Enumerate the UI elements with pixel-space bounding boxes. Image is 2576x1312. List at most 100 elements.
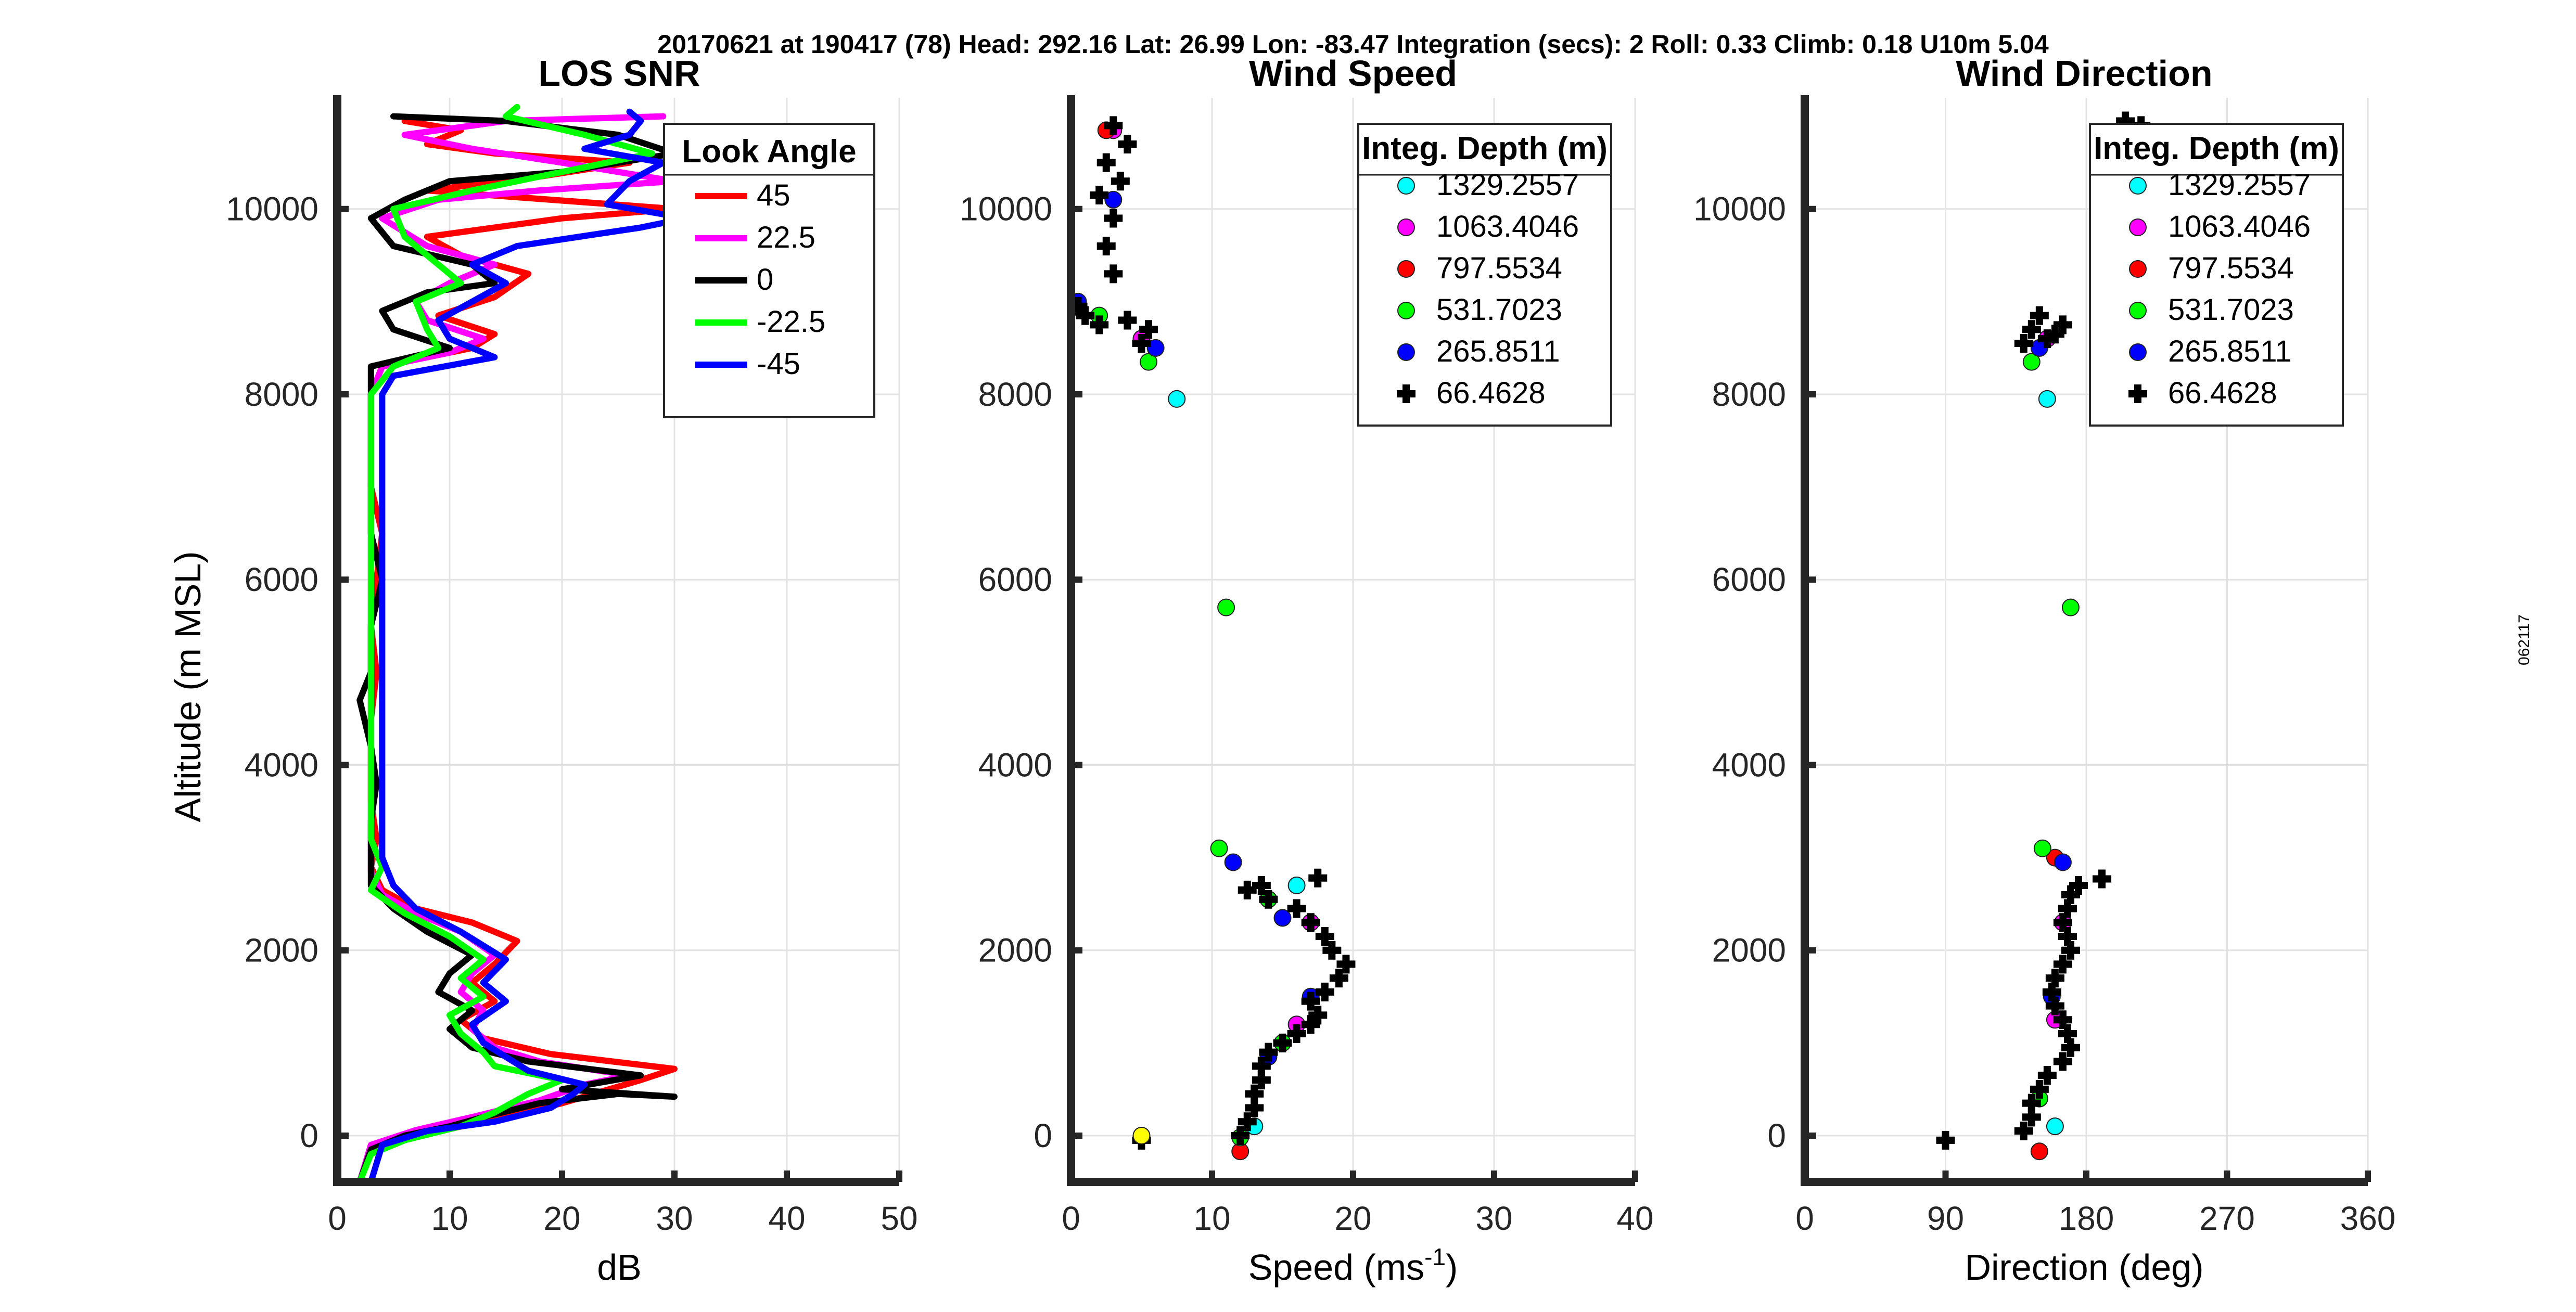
speed-legend-swatch	[1397, 218, 1415, 236]
direction-point	[2038, 390, 2056, 408]
direction-legend-label: 1329.2557	[2168, 168, 2311, 202]
speed-xlabel-sup: -1	[1424, 1243, 1446, 1270]
direction-legend-swatch	[2129, 343, 2147, 361]
speed-point	[1132, 1126, 1151, 1144]
direction-point	[2061, 598, 2080, 616]
speed-legend-label: 66.4628	[1436, 376, 1546, 410]
speed-point-plus	[1252, 876, 1271, 895]
direction-title: Wind Direction	[1956, 53, 2212, 94]
direction-xtick-label: 270	[2199, 1200, 2255, 1237]
direction-point-plus	[2045, 969, 2064, 988]
speed-legend-swatch	[1397, 302, 1415, 319]
speed-legend-swatch	[1397, 260, 1415, 278]
speed-point	[1140, 353, 1158, 371]
snr-xtick-label: 20	[543, 1200, 580, 1237]
speed-point-plus	[1287, 1024, 1306, 1044]
direction-legend-swatch	[2129, 218, 2147, 236]
speed-point	[1146, 339, 1165, 357]
speed-title: Wind Speed	[1249, 53, 1457, 94]
snr-xtick-label: 30	[656, 1200, 693, 1237]
direction-legend-title: Integ. Depth (m)	[2094, 131, 2339, 166]
direction-point-plus	[1936, 1130, 1955, 1150]
direction-legend-swatch	[2129, 177, 2147, 195]
speed-point	[1273, 909, 1292, 927]
direction-ytick-label: 0	[1767, 1117, 1786, 1154]
direction-legend: Integ. Depth (m)1329.2557 1063.4046 797.55…	[2089, 123, 2344, 427]
direction-point-plus	[2058, 927, 2077, 946]
snr-series-line	[356, 104, 655, 1185]
direction-xtick-label: 90	[1927, 1200, 1964, 1237]
speed-legend-label: 265.8511	[1436, 335, 1560, 368]
speed-point-plus	[1118, 311, 1137, 330]
direction-point	[2046, 1117, 2064, 1136]
snr-legend-label: 22.5	[757, 221, 815, 254]
direction-point-plus	[2053, 1010, 2072, 1030]
speed-point-plus	[1245, 1084, 1264, 1103]
direction-point	[2022, 353, 2041, 371]
speed-point	[1210, 839, 1228, 857]
speed-point	[1104, 190, 1123, 209]
direction-xtick-label: 360	[2340, 1200, 2396, 1237]
direction-point	[2054, 853, 2072, 871]
date-stamp: 062117	[2516, 614, 2533, 665]
snr-ylabel: Altitude (m MSL)	[168, 551, 208, 822]
speed-point-plus	[1315, 927, 1334, 946]
direction-xlabel: Direction (deg)	[1965, 1247, 2203, 1288]
snr-legend-label: -45	[757, 347, 800, 381]
speed-panel: Wind Speed Speed (ms-1) 0 10 20 30 40 0 2000 40…	[960, 53, 1654, 1288]
snr-legend-label: -22.5	[757, 305, 825, 339]
speed-point	[1224, 853, 1242, 871]
snr-legend: Look Angle 45 22.5 0 -22.5 -45	[663, 123, 875, 418]
speed-point	[1217, 598, 1235, 616]
speed-point-plus	[1076, 306, 1095, 325]
direction-xtick-label: 180	[2059, 1200, 2114, 1237]
direction-legend-swatch	[2129, 260, 2147, 278]
direction-point-plus	[2045, 325, 2064, 344]
direction-ytick-label: 2000	[1712, 932, 1786, 969]
speed-point-plus	[1104, 209, 1123, 228]
speed-point-plus	[1238, 880, 1257, 899]
speed-point-plus	[1336, 955, 1356, 974]
direction-point-plus	[2053, 955, 2072, 974]
direction-legend-label: 531.7023	[2168, 293, 2294, 327]
direction-point-plus	[2022, 320, 2041, 339]
snr-ytick-label: 8000	[245, 376, 318, 413]
speed-point-plus	[1259, 890, 1278, 909]
direction-point-plus	[2014, 334, 2033, 353]
speed-point-plus	[1329, 969, 1348, 988]
direction-legend-label: 66.4628	[2168, 376, 2277, 410]
snr-xtick-label: 0	[328, 1200, 347, 1237]
snr-legend-title: Look Angle	[682, 134, 856, 170]
snr-xtick-label: 10	[431, 1200, 468, 1237]
speed-xtick-label: 40	[1616, 1200, 1653, 1237]
speed-xtick-label: 0	[1062, 1200, 1080, 1237]
snr-xtick-label: 40	[768, 1200, 805, 1237]
speed-point-plus	[1096, 236, 1116, 255]
speed-point-plus	[1111, 172, 1130, 191]
direction-legend-label: 1063.4046	[2168, 210, 2311, 243]
snr-ytick-label: 6000	[245, 561, 318, 598]
snr-ytick-label: 0	[300, 1117, 318, 1154]
snr-title: LOS SNR	[538, 53, 700, 94]
snr-xtick-label: 50	[881, 1200, 917, 1237]
speed-ytick-label: 0	[1034, 1117, 1052, 1154]
direction-point-plus	[2053, 1052, 2072, 1071]
speed-legend-label: 1063.4046	[1436, 210, 1579, 243]
snr-xlabel: dB	[597, 1247, 642, 1288]
speed-xlabel-text: Speed (ms	[1248, 1247, 1424, 1288]
direction-point-plus	[2058, 1024, 2077, 1044]
direction-point	[2030, 1142, 2048, 1161]
direction-point-plus	[2030, 1079, 2049, 1099]
direction-panel: Wind Direction Direction (deg) 0 90 180 270…	[1693, 53, 2395, 1288]
direction-point-plus	[2053, 913, 2072, 932]
speed-point-plus	[1287, 899, 1306, 918]
speed-point-plus	[1273, 1033, 1292, 1052]
direction-point-plus	[2014, 1122, 2033, 1141]
speed-xlabel: Speed (ms-1)	[1248, 1243, 1458, 1288]
direction-legend-label: 265.8511	[2168, 335, 2292, 368]
speed-point-plus	[1096, 153, 1116, 172]
speed-xtick-label: 10	[1193, 1200, 1230, 1237]
direction-ytick-label: 6000	[1712, 561, 1786, 598]
snr-legend-box	[663, 123, 875, 418]
